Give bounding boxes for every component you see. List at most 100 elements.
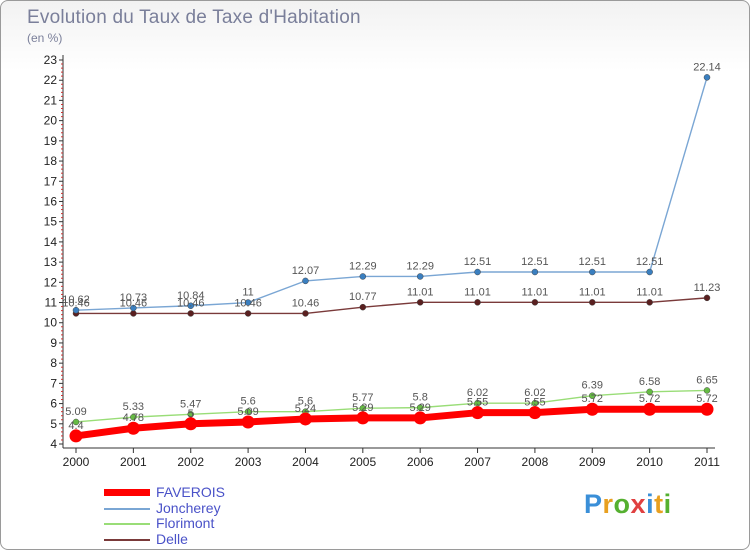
data-point-faverois [528,406,542,420]
data-point-faverois [126,421,140,435]
data-point-joncherey [646,268,653,276]
y-tick-label: 14 [44,235,58,249]
data-label-faverois: 5.72 [696,393,717,405]
data-point-faverois [471,406,485,420]
data-label-florimont: 6.02 [467,387,488,399]
data-point-delle [359,303,367,311]
data-label-delle: 10.46 [120,297,148,309]
data-point-delle [416,299,424,306]
data-point-florimont [646,388,653,396]
x-tick-label: 2009 [579,455,606,469]
data-label-faverois: 5 [188,408,194,420]
data-point-delle [703,294,711,302]
y-tick-label: 9 [50,336,57,350]
data-point-florimont [416,404,424,411]
data-point-delle [474,299,481,306]
data-label-florimont: 5.6 [298,396,313,408]
series-line-delle [76,297,708,315]
proxiti-logo: Proxiti [584,489,672,519]
data-label-delle: 11.01 [407,286,434,298]
x-tick-label: 2002 [177,455,204,469]
data-label-delle: 11.01 [636,286,663,298]
legend-swatch-delle [104,538,150,541]
y-tick-label: 17 [44,174,58,188]
data-label-florimont: 6.58 [639,376,660,388]
data-point-joncherey [244,299,252,306]
legend-swatch-florimont [104,523,150,525]
y-tick-label: 4 [50,437,57,451]
data-point-delle [531,299,539,306]
data-point-joncherey [72,306,80,314]
data-point-joncherey [416,273,424,280]
data-label-florimont: 5.47 [180,398,201,410]
data-point-delle [244,310,252,317]
y-tick-label: 6 [50,397,57,411]
data-label-delle: 10.46 [62,297,90,309]
data-label-joncherey: 12.51 [579,256,607,268]
x-tick-label: 2008 [522,455,549,469]
data-label-faverois: 5.09 [237,406,258,418]
x-tick-label: 2011 [694,455,720,469]
data-label-faverois: 5.72 [582,393,603,405]
chart-title: Evolution du Taux de Taxe d'Habitation [27,7,361,28]
x-tick-label: 2006 [407,455,434,469]
data-label-florimont: 6.39 [582,380,603,392]
data-point-joncherey [474,268,481,276]
data-point-faverois [643,402,657,416]
x-tick-label: 2007 [464,455,491,469]
data-label-faverois: 5.24 [295,403,316,415]
data-point-faverois [356,411,370,425]
data-label-delle: 11.23 [694,282,721,294]
data-point-joncherey [531,268,539,276]
data-point-florimont [703,387,711,394]
data-point-delle [646,299,653,306]
data-label-joncherey: 12.51 [521,256,549,268]
x-tick-label: 2005 [349,455,376,469]
y-tick-label: 23 [44,53,58,67]
data-point-delle [187,310,194,317]
legend-label-delle: Delle [156,530,188,547]
data-label-florimont: 5.09 [65,406,86,418]
legend-label-florimont: Florimont [156,515,215,531]
data-point-florimont [589,392,596,399]
y-tick-label: 11 [45,296,58,310]
data-label-florimont: 5.8 [413,392,428,404]
y-tick-label: 7 [50,376,57,390]
data-point-florimont [72,418,80,426]
y-tick-label: 18 [44,154,58,168]
legend-swatch-joncherey [104,507,150,510]
data-point-faverois [585,402,599,416]
data-label-faverois: 5.55 [524,397,545,409]
data-label-florimont: 5.77 [352,392,373,404]
y-tick-label: 19 [44,134,58,148]
data-label-florimont: 5.6 [240,396,255,408]
data-label-delle: 11.01 [579,286,606,298]
data-label-faverois: 4.78 [123,412,144,424]
y-tick-label: 8 [50,356,57,370]
data-label-faverois: 4.4 [68,420,83,432]
data-label-florimont: 6.02 [524,387,545,399]
data-label-joncherey: 12.51 [464,256,492,268]
y-tick-label: 10 [44,316,58,330]
y-tick-label: 15 [44,215,58,229]
y-tick-label: 20 [44,114,58,128]
y-tick-label: 12 [44,275,58,289]
data-point-delle [130,310,137,317]
data-point-delle [589,299,596,306]
data-point-delle [302,310,309,317]
data-label-joncherey: 12.29 [349,260,377,272]
data-point-joncherey [187,302,194,310]
data-label-joncherey: 10.73 [120,292,148,304]
x-tick-label: 2004 [292,455,319,469]
data-label-delle: 10.46 [234,297,262,309]
data-point-faverois [241,415,255,429]
data-point-faverois [700,402,714,416]
data-label-delle: 10.46 [177,297,205,309]
data-label-florimont: 6.65 [696,374,717,386]
series-line-faverois [75,405,707,440]
data-label-joncherey: 10.84 [177,290,205,302]
data-point-florimont [130,413,137,421]
data-label-joncherey: 10.62 [62,294,90,306]
